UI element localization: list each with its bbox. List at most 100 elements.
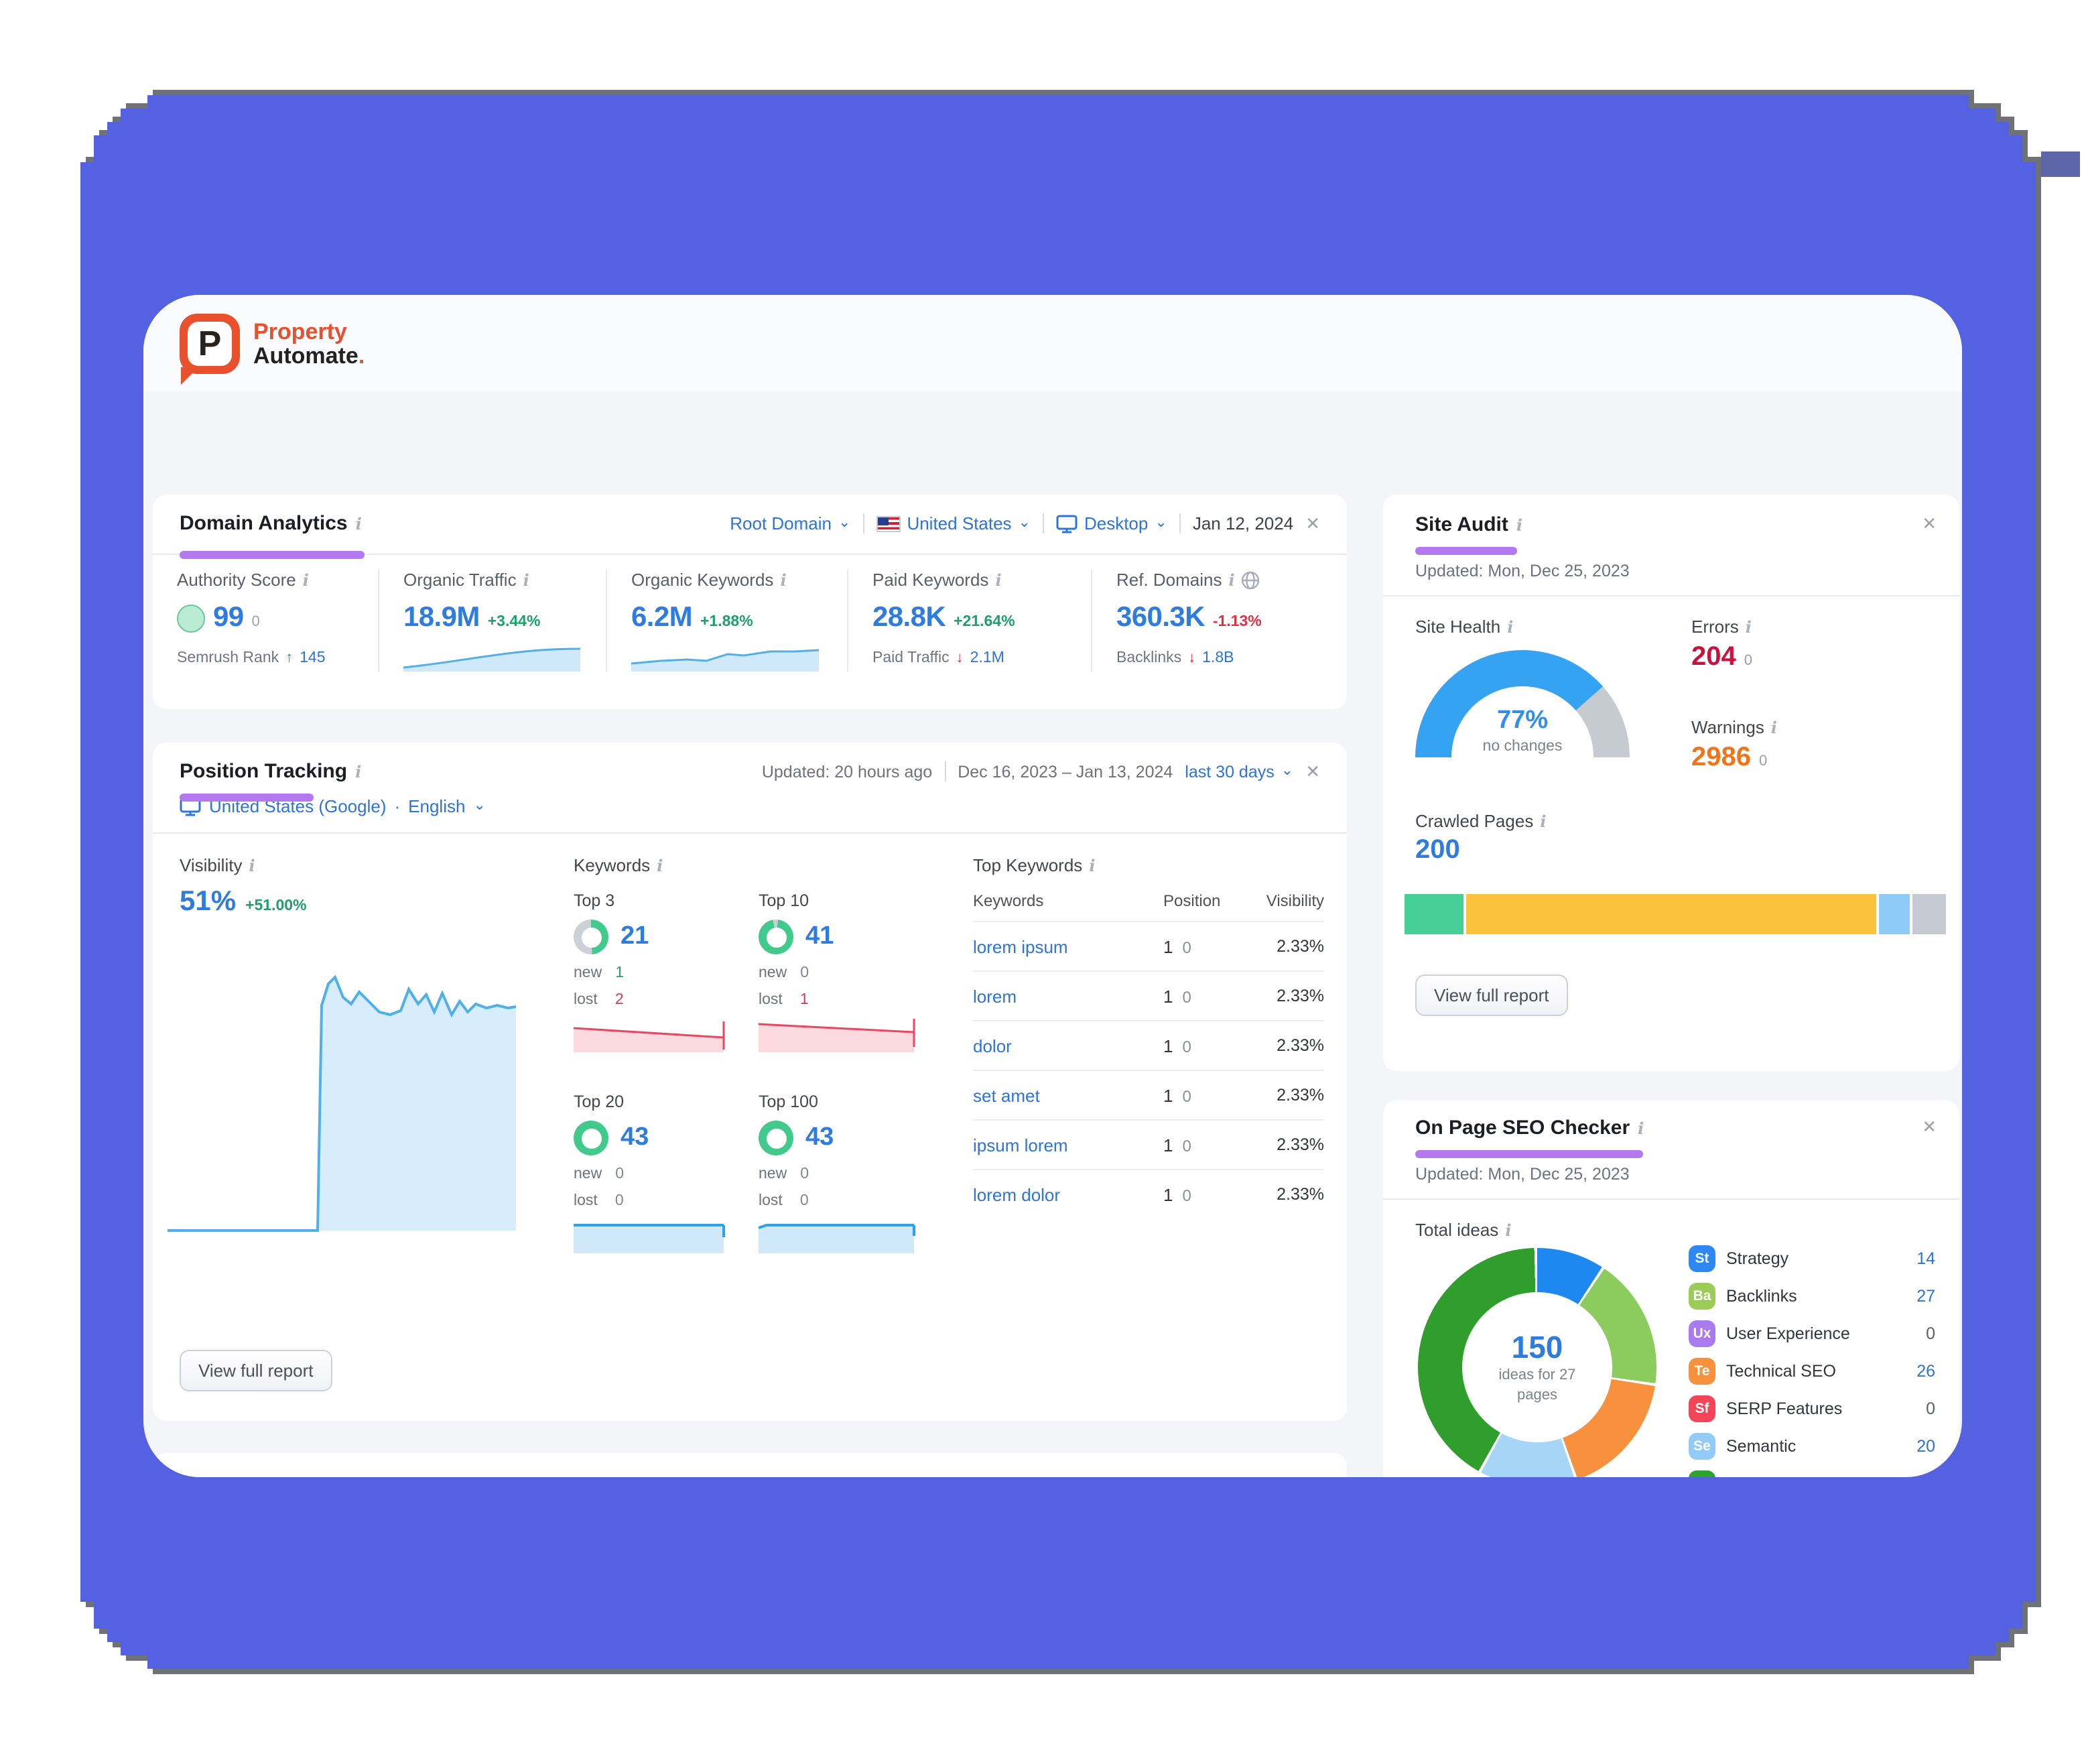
view-full-report-button[interactable]: View full report	[180, 1350, 332, 1391]
visibility-label: Visibility i	[180, 855, 307, 875]
metric-value: 99	[213, 602, 244, 633]
info-icon[interactable]: i	[1507, 617, 1514, 636]
info-icon[interactable]: i	[355, 514, 362, 533]
device-selector[interactable]: Desktop ⌄	[1056, 513, 1167, 533]
info-icon[interactable]: i	[249, 856, 255, 875]
position-value: 1	[1163, 1035, 1173, 1056]
seo-checker-title-row: On Page SEO Checker i	[1415, 1117, 1644, 1139]
legend-row-backlinks[interactable]: Ba Backlinks 27	[1689, 1277, 1935, 1315]
block-value: 43	[805, 1123, 834, 1151]
ideas-legend: St Strategy 14 Ba Backlinks 27 Ux User E…	[1689, 1240, 1935, 1477]
scope-selector[interactable]: Root Domain ⌄	[730, 513, 850, 533]
period-selector[interactable]: last 30 days ⌄	[1185, 762, 1293, 781]
site-health-gauge: 77% no changes	[1415, 650, 1630, 768]
warnings-label-text: Warnings	[1691, 717, 1764, 737]
metric-label: Organic Keywords i	[631, 570, 823, 590]
trend-mini-chart-red	[574, 1021, 725, 1052]
new-value: 0	[800, 1166, 809, 1182]
metric-label-text: Authority Score	[177, 570, 296, 590]
tracking-target-selector[interactable]: United States (Google) · English ⌄	[180, 796, 1320, 816]
info-icon[interactable]: i	[995, 570, 1002, 589]
legend-row-semantic[interactable]: Se Semantic 20	[1689, 1428, 1935, 1465]
legend-row-content[interactable]: Co Content 63	[1689, 1465, 1935, 1477]
country-selector[interactable]: United States ⌄	[876, 513, 1031, 533]
crawled-pages-bar	[1405, 894, 1946, 934]
sub-label: Paid Traffic	[872, 650, 950, 666]
empty-panel	[153, 1453, 1347, 1477]
info-icon[interactable]: i	[1228, 570, 1235, 589]
view-full-report-button[interactable]: View full report	[1415, 974, 1568, 1016]
info-icon[interactable]: i	[780, 570, 787, 589]
total-ideas-value: 150	[1511, 1329, 1563, 1365]
close-icon[interactable]: ✕	[1922, 1117, 1937, 1137]
legend-label: Strategy	[1726, 1249, 1789, 1268]
metric-delta: +3.44%	[487, 614, 541, 630]
info-icon[interactable]: i	[1505, 1220, 1512, 1239]
date-filter[interactable]: Jan 12, 2024	[1192, 513, 1294, 533]
info-icon[interactable]: i	[355, 762, 362, 781]
keywords-group: Keywords i Top 3 21 new 1 lost 2	[574, 855, 962, 1253]
info-icon[interactable]: i	[1770, 718, 1777, 737]
up-arrow-icon: ↑	[285, 650, 294, 666]
site-audit-card: Site Audit i ✕ Updated: Mon, Dec 25, 202…	[1383, 495, 1959, 1071]
legend-label: Content	[1726, 1474, 1785, 1477]
keyword-link[interactable]: dolor	[973, 1035, 1012, 1056]
keyword-link[interactable]: lorem	[973, 986, 1017, 1006]
position-delta: 0	[1182, 1086, 1191, 1105]
lost-row: lost 0	[759, 1193, 943, 1209]
metric-value-row: 360.3K -1.13%	[1116, 602, 1323, 634]
lost-label: lost	[759, 992, 783, 1008]
crawled-pages-label: Crawled Pages i	[1415, 811, 1546, 831]
keywords-grid: Top 3 21 new 1 lost 2	[574, 891, 962, 1253]
legend-row-technical-seo[interactable]: Te Technical SEO 26	[1689, 1352, 1935, 1390]
top-keywords-table: Keywords Position Visibility lorem ipsum…	[973, 891, 1324, 1218]
top20-block: Top 20 43 new 0 lost 0	[574, 1092, 759, 1253]
seo-checker-card: On Page SEO Checker i ✕ Updated: Mon, De…	[1383, 1100, 1959, 1477]
close-icon[interactable]: ✕	[1305, 761, 1320, 781]
keyword-link[interactable]: ipsum lorem	[973, 1135, 1068, 1155]
organic-keywords-sparkline	[631, 649, 819, 672]
lost-row: lost 2	[574, 992, 759, 1008]
new-value: 0	[800, 965, 809, 981]
legend-label: Semantic	[1726, 1437, 1797, 1456]
visibility-cell: 2.33%	[1277, 1086, 1324, 1105]
brand-wordmark: Property Automate.	[253, 320, 365, 367]
globe-icon	[1242, 570, 1260, 589]
new-row: new 1	[574, 965, 759, 981]
metric-value-row: 28.8K +21.64%	[872, 602, 1067, 634]
legend-value: 27	[1916, 1287, 1935, 1306]
info-icon[interactable]: i	[1540, 812, 1547, 830]
legend-row-serp-features[interactable]: Sf SERP Features 0	[1689, 1390, 1935, 1428]
semrush-rank: Semrush Rank ↑ 145	[177, 650, 354, 666]
keyword-link[interactable]: lorem ipsum	[973, 936, 1068, 956]
legend-row-user-experience[interactable]: Ux User Experience 0	[1689, 1315, 1935, 1352]
visibility-delta: +51.00%	[245, 898, 307, 914]
close-icon[interactable]: ✕	[1305, 513, 1320, 533]
metric-label: Organic Traffic i	[403, 570, 582, 590]
device-label: Desktop	[1084, 513, 1149, 533]
visibility-cell: 2.33%	[1277, 1185, 1324, 1204]
new-row: new 0	[759, 965, 943, 981]
legend-row-strategy[interactable]: St Strategy 14	[1689, 1240, 1935, 1277]
position-value: 1	[1163, 1085, 1173, 1105]
info-icon[interactable]: i	[1089, 856, 1096, 875]
top-keywords-group: Top Keywords i Keywords Position Visibili…	[973, 855, 1324, 1218]
position-delta: 0	[1182, 1037, 1191, 1056]
keyword-link[interactable]: set amet	[973, 1085, 1040, 1105]
info-icon[interactable]: i	[1638, 1119, 1644, 1137]
rank-label: Semrush Rank	[177, 650, 279, 666]
info-icon[interactable]: i	[1516, 515, 1523, 534]
info-icon[interactable]: i	[657, 856, 663, 875]
position-tracking-header: Position Tracking i Updated: 20 hours ag…	[153, 743, 1347, 834]
info-icon[interactable]: i	[1745, 617, 1752, 636]
info-icon[interactable]: i	[302, 570, 309, 589]
block-value-row: 21	[574, 920, 759, 954]
keyword-link[interactable]: lorem dolor	[973, 1184, 1061, 1204]
info-icon[interactable]: i	[523, 570, 529, 589]
close-icon[interactable]: ✕	[1922, 513, 1937, 533]
block-value: 21	[621, 922, 649, 950]
new-label: new	[574, 965, 602, 981]
